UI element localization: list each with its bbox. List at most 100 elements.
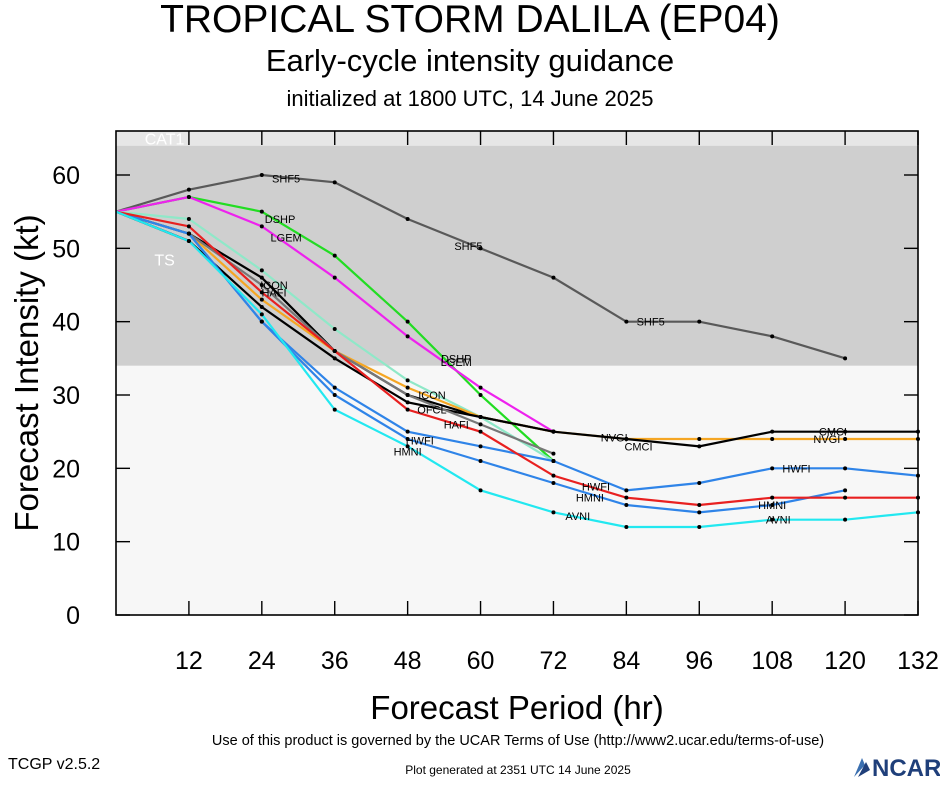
series-label: DSHP [441, 353, 472, 365]
x-tick-label: 108 [751, 647, 793, 675]
series-label: HAFI [444, 419, 469, 431]
band-0 [116, 145, 918, 366]
data-point [405, 444, 410, 449]
data-point [551, 275, 556, 280]
data-point [405, 429, 410, 434]
data-point [186, 239, 191, 243]
chart-title: TROPICAL STORM DALILA (EP04) [160, 0, 780, 41]
data-point [551, 510, 556, 515]
data-point [770, 429, 775, 434]
series-label: ICON [260, 280, 288, 292]
data-point [770, 503, 775, 507]
x-tick-label: 132 [897, 647, 939, 675]
x-tick-label: 60 [467, 647, 495, 675]
band-label: TS [154, 252, 174, 269]
data-point [405, 217, 410, 221]
data-point [551, 459, 556, 463]
data-point [405, 393, 410, 397]
series-label: AVNI [565, 511, 590, 523]
ncar-logo-icon [854, 758, 870, 777]
data-point [332, 180, 337, 185]
data-point [405, 437, 410, 441]
data-point [332, 327, 337, 331]
series-label: SHF5 [454, 241, 482, 253]
x-tick-label: 24 [248, 647, 276, 675]
data-point [478, 385, 483, 390]
band-1 [116, 131, 918, 146]
data-point [478, 415, 483, 419]
data-point [770, 495, 775, 500]
data-point [551, 451, 556, 456]
data-point [186, 231, 191, 236]
category-bands [116, 131, 918, 615]
data-point [843, 466, 848, 471]
data-point [405, 407, 410, 412]
series-label: SHF5 [637, 317, 665, 329]
data-point [624, 495, 629, 500]
data-point [551, 473, 556, 478]
data-point [551, 429, 556, 434]
terms-of-use: Use of this product is governed by the U… [211, 733, 825, 749]
series-label: NVGI [601, 433, 628, 445]
y-tick-label: 20 [52, 455, 80, 483]
data-point [624, 503, 629, 507]
data-point [405, 334, 410, 339]
data-point [843, 356, 848, 361]
y-axis-label: Forecast Intensity (kt) [8, 214, 45, 531]
data-point [770, 517, 775, 522]
band-label: CAT1 [145, 131, 185, 148]
data-point [332, 275, 337, 280]
data-point [697, 510, 702, 515]
y-tick-label: 0 [66, 602, 80, 630]
series-points [186, 173, 920, 529]
ncar-logo-text: NCAR [872, 755, 940, 780]
x-tick-label: 48 [394, 647, 422, 675]
data-point [259, 283, 264, 287]
series-label: HAFI [261, 287, 286, 299]
data-point [332, 253, 337, 258]
data-point [405, 385, 410, 390]
data-point [478, 444, 483, 449]
data-point [770, 466, 775, 471]
series-label: OFCL [417, 405, 446, 417]
x-tick-label: 72 [540, 647, 568, 675]
series-line-cmci [115, 210, 918, 448]
series-label: HWFI [782, 463, 810, 475]
y-tick-label: 60 [52, 162, 80, 190]
data-point [186, 187, 191, 192]
series-labels: SHF5SHF5SHF5DSHPDSHPLGEMLGEMICONICONNVGI… [260, 174, 847, 527]
series-label: AVNI [766, 515, 791, 527]
y-tick-label: 50 [52, 235, 80, 263]
data-point [259, 319, 264, 324]
data-point [843, 488, 848, 493]
data-point [259, 297, 264, 302]
data-point [697, 319, 702, 324]
x-axis-label: Forecast Period (hr) [370, 689, 663, 726]
data-point [259, 275, 264, 280]
data-point [259, 209, 264, 214]
data-point [405, 378, 410, 383]
init-time: initialized at 1800 UTC, 14 June 2025 [286, 86, 654, 111]
series-label: HMNI [576, 493, 604, 505]
data-point [332, 356, 337, 361]
series-label: HMNI [394, 446, 422, 458]
data-point [843, 429, 848, 434]
data-point [478, 393, 483, 397]
x-tick-label: 96 [685, 647, 713, 675]
plot-frame [115, 130, 919, 616]
x-tick-label: 84 [612, 647, 640, 675]
ncar-logo: NCAR [848, 752, 940, 782]
data-point [478, 422, 483, 427]
series-label: ICON [418, 390, 446, 402]
data-point [843, 517, 848, 522]
data-point [259, 305, 264, 309]
x-tick-label: 12 [175, 647, 203, 675]
series-label: SHF5 [272, 174, 300, 186]
axes: 12 24 36 48 60 72 84 96 108 120 132 0 10 20 30 40 50 60 [52, 131, 939, 675]
data-point [697, 437, 702, 441]
data-point [478, 488, 483, 493]
data-point [259, 224, 264, 229]
data-point [697, 525, 702, 529]
data-point [332, 393, 337, 397]
